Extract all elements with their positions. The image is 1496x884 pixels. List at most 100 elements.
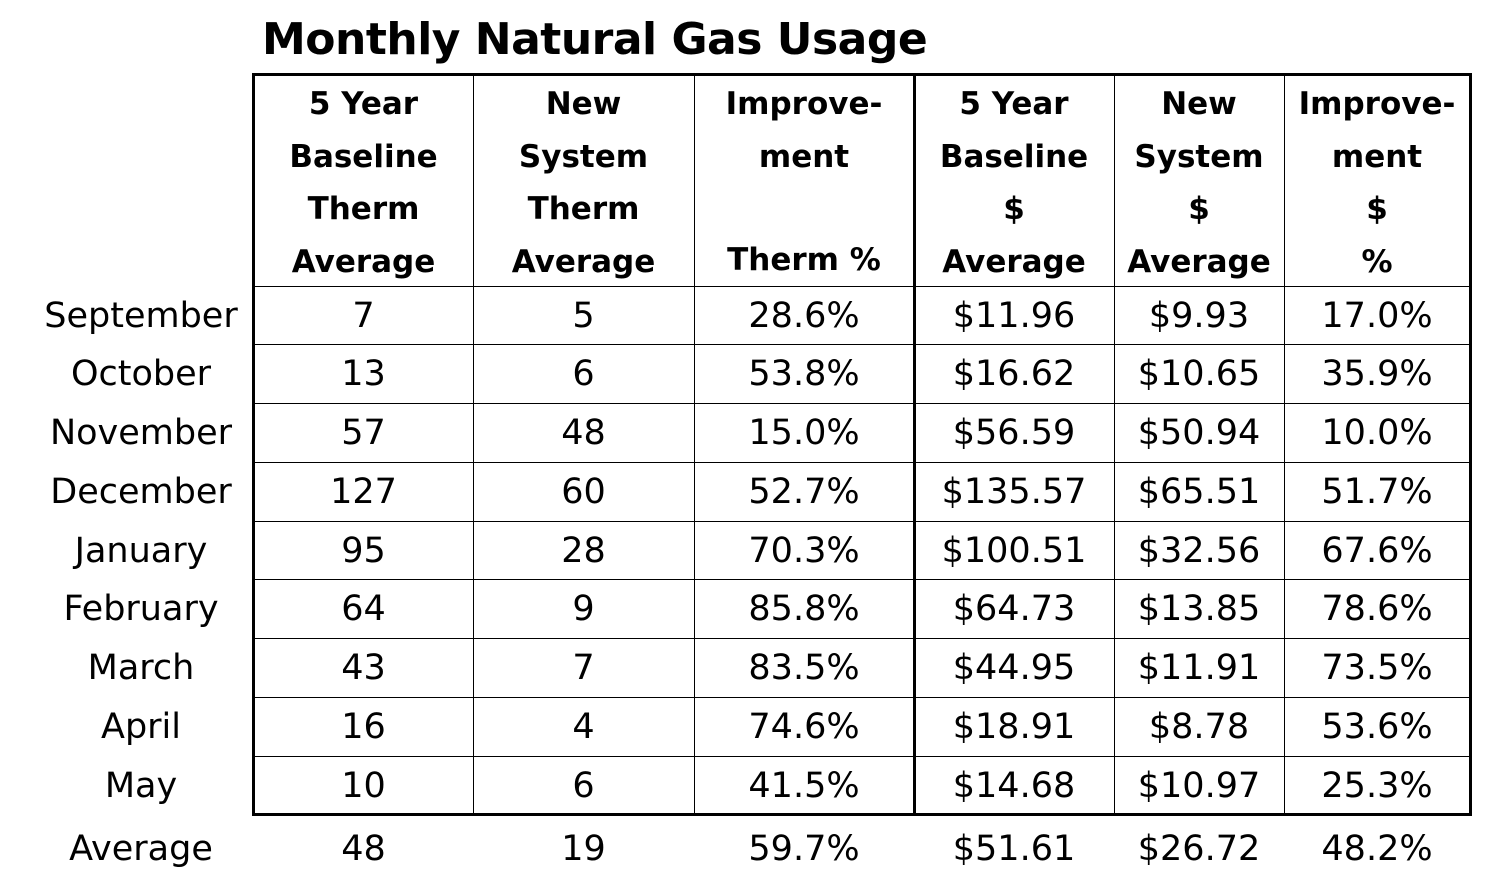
column-header-line: Average [511, 243, 656, 280]
row-label: May [104, 766, 178, 806]
table-cell: 57 [341, 413, 386, 453]
table-cell: 25.3% [1321, 766, 1433, 806]
column-header-line: $ [1366, 191, 1388, 227]
table-cell: 60 [561, 472, 606, 512]
table-title: Monthly Natural Gas Usage [262, 14, 928, 65]
column-divider [694, 75, 695, 814]
column-header-line: Average [1127, 243, 1271, 280]
table-cell: 51.7% [1321, 472, 1433, 512]
row-label: February [63, 589, 219, 629]
row-divider [254, 344, 1470, 345]
table-cell: 4 [572, 707, 595, 747]
column-header-line: System [518, 138, 649, 175]
table-cell: $14.68 [952, 766, 1076, 806]
table-cell: $9.93 [1148, 296, 1250, 336]
table-cell: $50.94 [1137, 413, 1261, 453]
table-cell: 7 [572, 648, 595, 688]
table-cell: 41.5% [748, 766, 860, 806]
table-cell: 10.0% [1321, 413, 1433, 453]
table-cell: $10.65 [1137, 354, 1261, 394]
column-header: 5 Year Baseline $ Average [914, 78, 1114, 286]
table-cell: 127 [330, 472, 397, 512]
column-header: New System Therm Average [473, 78, 694, 286]
column-header-line: Average [291, 243, 436, 280]
row-divider [254, 579, 1470, 580]
table-cell: 53.8% [748, 354, 860, 394]
table-cell: 7 [352, 296, 375, 336]
table-cell: 15.0% [748, 413, 860, 453]
table-cell: 73.5% [1321, 648, 1433, 688]
row-label-average: Average [69, 829, 213, 869]
table-cell: 78.6% [1321, 589, 1433, 629]
table-cell: $135.57 [941, 472, 1087, 512]
column-header-line: Average [942, 243, 1086, 280]
column-header-line: ment [1331, 138, 1423, 175]
table-cell: 64 [341, 589, 386, 629]
column-header: Improve-ment $% [1284, 78, 1470, 286]
table-cell: 17.0% [1321, 296, 1433, 336]
table-cell: 48 [561, 413, 606, 453]
column-header-line: System [1134, 138, 1264, 175]
table-cell: $44.95 [952, 648, 1076, 688]
row-label: October [70, 354, 212, 394]
column-header-line: Therm [527, 191, 640, 227]
column-header: 5 Year Baseline Therm Average [254, 78, 473, 286]
table-cell: 6 [572, 354, 595, 394]
table-cell: $18.91 [952, 707, 1076, 747]
row-divider [254, 697, 1470, 698]
table-cell: $11.91 [1137, 648, 1261, 688]
column-divider [1114, 75, 1115, 814]
row-divider [254, 403, 1470, 404]
column-header-line: % [1361, 243, 1393, 280]
table-cell: $16.62 [952, 354, 1076, 394]
table-cell-average: 19 [561, 829, 606, 869]
column-header: Improve-ment Therm % [694, 78, 914, 286]
column-header-line: 5 Year [959, 86, 1069, 122]
row-divider [254, 462, 1470, 463]
row-label: April [101, 707, 181, 747]
table-cell: 28.6% [748, 296, 860, 336]
row-divider [254, 756, 1470, 757]
table-cell: 67.6% [1321, 531, 1433, 571]
table-cell: $100.51 [941, 531, 1087, 571]
row-divider [254, 286, 1470, 287]
row-label: January [74, 531, 208, 571]
row-divider [254, 638, 1470, 639]
table-cell: 95 [341, 531, 386, 571]
table-cell: 83.5% [748, 648, 860, 688]
row-label: November [49, 413, 233, 453]
table-cell: 10 [341, 766, 386, 806]
column-header-line: $ [1003, 191, 1025, 227]
column-header-line: New [545, 86, 622, 122]
table-cell: 74.6% [748, 707, 860, 747]
column-header-line: Improve- [725, 86, 883, 122]
table-cell-average: 59.7% [748, 829, 860, 869]
row-divider [254, 521, 1470, 522]
table-cell: $56.59 [952, 413, 1076, 453]
column-header-line: $ [1188, 191, 1210, 227]
column-header-line: Baseline [289, 138, 438, 175]
table-cell-average: 48 [341, 829, 386, 869]
table-cell: 35.9% [1321, 354, 1433, 394]
table-cell: $13.85 [1137, 589, 1261, 629]
table-cell: $32.56 [1137, 531, 1261, 571]
table-cell-average: $26.72 [1137, 829, 1261, 869]
column-header-line: Therm % [727, 241, 881, 278]
table-cell: 16 [341, 707, 386, 747]
table-cell: 6 [572, 766, 595, 806]
column-header-line: Baseline [939, 138, 1089, 175]
column-header-line: Therm [307, 191, 420, 227]
table-cell: 70.3% [748, 531, 860, 571]
table-cell: 28 [561, 531, 606, 571]
column-header-line: ment [758, 138, 850, 175]
table-frame [252, 73, 1472, 816]
table-cell: $11.96 [952, 296, 1076, 336]
column-divider [473, 75, 474, 814]
column-divider [1284, 75, 1285, 814]
table-cell: 85.8% [748, 589, 860, 629]
table-cell-average: $51.61 [952, 829, 1076, 869]
row-label: March [87, 648, 195, 688]
column-header: New System $ Average [1114, 78, 1284, 286]
table-cell: $10.97 [1137, 766, 1261, 806]
column-header-line: 5 Year [308, 86, 419, 122]
